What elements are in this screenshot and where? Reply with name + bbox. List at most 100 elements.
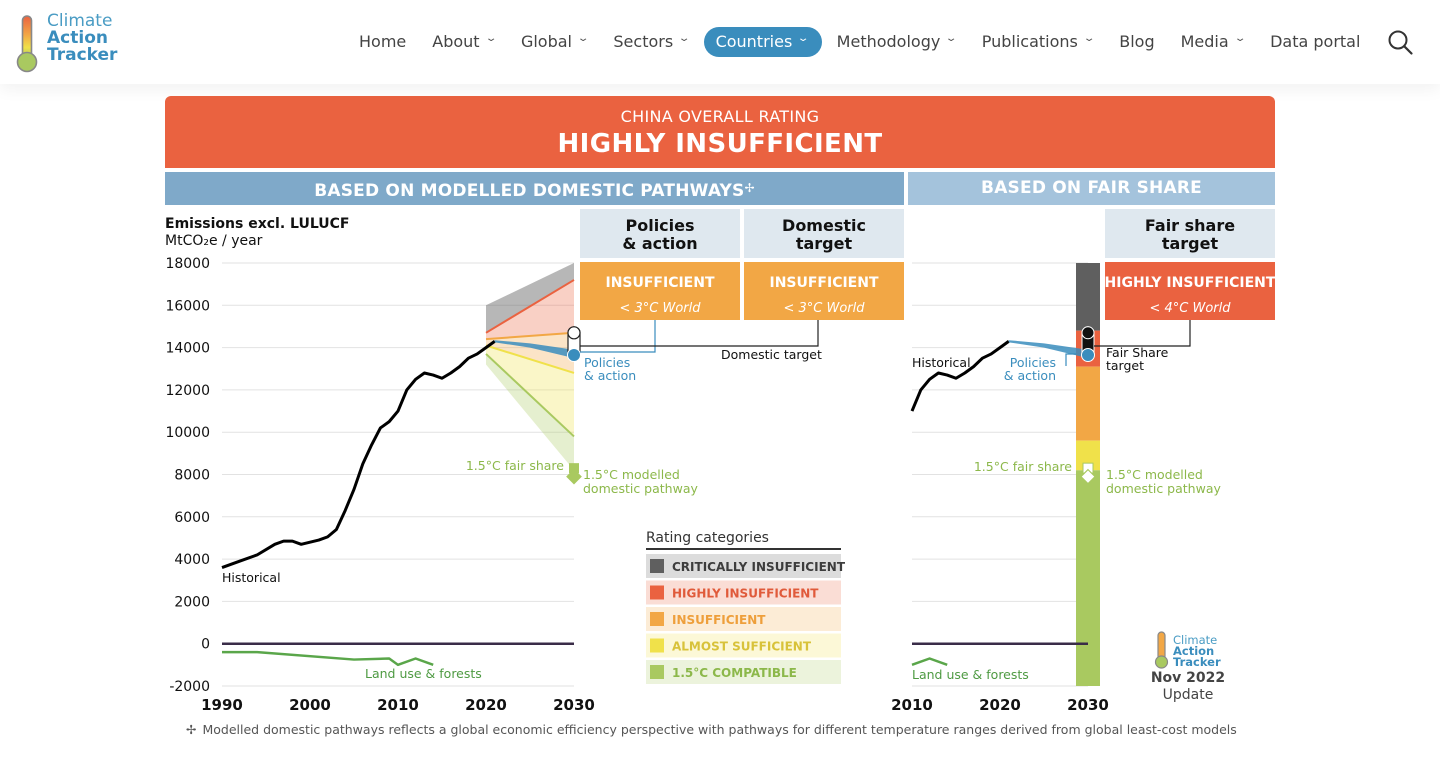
domestic-target-label: Domestic target (721, 347, 822, 362)
update-label: Update (1163, 687, 1214, 703)
rating-box-world: < 4°C World (1149, 301, 1231, 316)
chevron-down-icon: ⌄ (945, 33, 958, 44)
logo-line-3: Tracker (47, 45, 118, 65)
rating-box-header-line2: & action (622, 234, 697, 253)
nav-item-methodology[interactable]: Methodology ⌄ (826, 27, 967, 57)
rating-box (1105, 262, 1275, 320)
domestic-target-marker-high (567, 326, 581, 340)
band-line-insufficient (485, 331, 575, 341)
y-tick-label: 18000 (165, 256, 210, 272)
modelled-1-5-marker-right (1080, 468, 1096, 485)
nav-item-label: Methodology (836, 32, 941, 51)
connector-policies-right (1065, 353, 1076, 366)
rating-box-world: < 3°C World (783, 301, 865, 316)
fair-share-target-label-1: Fair Share (1106, 345, 1169, 360)
policies-action-marker-left (567, 348, 581, 363)
land-use-line-right (911, 657, 948, 667)
modelled-1-5-label-left-1: 1.5°C modelled (583, 467, 680, 482)
update-logo-line3: Tracker (1173, 655, 1221, 669)
policies-label-right-2: & action (1004, 368, 1056, 383)
connector-policies-left (580, 320, 656, 353)
x-tick-label-left: 2030 (553, 696, 595, 714)
nav-item-countries[interactable]: Countries ⌄ (703, 27, 822, 57)
logo[interactable]: Climate Action Tracker (16, 12, 126, 74)
legend-row-bg (646, 554, 841, 578)
nav-item-label: About (432, 32, 480, 51)
y-tick-label: 12000 (165, 383, 210, 399)
y-tick-label: 16000 (165, 298, 210, 314)
chevron-down-icon: ⌄ (576, 33, 590, 44)
update-logo-line1: Climate (1173, 633, 1217, 647)
legend-item-label: CRITICALLY INSUFFICIENT (672, 560, 846, 574)
nav-item-about[interactable]: About ⌄ (421, 27, 506, 57)
modelled-1-5-label-left-2: domestic pathway (583, 481, 698, 496)
logo-text: Climate Action Tracker (47, 13, 117, 64)
x-tick-label-left: 1990 (201, 696, 243, 714)
nav-item-publications[interactable]: Publications ⌄ (971, 27, 1105, 57)
nav-item-label: Blog (1119, 32, 1155, 51)
search-icon[interactable] (1386, 28, 1414, 56)
logo-line-1: Climate (47, 11, 113, 31)
footnote-text: Modelled domestic pathways reflects a gl… (202, 722, 1237, 737)
fair-share-1-5-label-left: 1.5°C fair share (466, 458, 564, 473)
fair-share-1-5-marker-left (569, 463, 579, 474)
y-axis-title: Emissions excl. LULUCF (165, 216, 349, 232)
rating-box-rating: HIGHLY INSUFFICIENT (1105, 275, 1276, 291)
band-line-compatible (485, 353, 575, 438)
nav-item-media[interactable]: Media ⌄ (1170, 27, 1255, 57)
footnote: ✢ Modelled domestic pathways reflects a g… (186, 722, 1237, 737)
nav-item-sectors[interactable]: Sectors ⌄ (602, 27, 699, 57)
legend-swatch (650, 638, 664, 653)
chevron-down-icon: ⌄ (1082, 33, 1096, 44)
y-axis-unit: MtCO₂e / year (165, 233, 263, 249)
legend-swatch (650, 612, 664, 626)
land-use-label-left: Land use & forests (365, 666, 482, 681)
update-date: Nov 2022 (1151, 670, 1225, 686)
nav-item-label: Global (520, 32, 572, 51)
x-tick-label-right: 2030 (1067, 696, 1109, 714)
x-tick-label-left: 2010 (377, 696, 419, 714)
rating-box-header-line1: Policies (625, 216, 694, 235)
nav-item-label: Publications (981, 32, 1078, 51)
y-tick-label: 10000 (165, 425, 210, 441)
nav-item-blog[interactable]: Blog (1108, 27, 1165, 57)
policies-action-band-left (494, 340, 574, 359)
chevron-down-icon: ⌄ (678, 33, 691, 44)
fair-share-1-5-label-right: 1.5°C fair share (974, 459, 1072, 474)
nav-item-label: Data portal (1270, 32, 1361, 51)
section-header-modelled-label: BASED ON MODELLED DOMESTIC PATHWAYS (314, 181, 745, 201)
nav-item-data-portal[interactable]: Data portal (1259, 27, 1371, 57)
x-tick-label-left: 2000 (289, 696, 331, 714)
rating-box-header (1105, 209, 1275, 258)
y-tick-label: 14000 (165, 341, 210, 357)
y-tick-label: 4000 (174, 552, 210, 568)
legend-swatch (650, 559, 664, 573)
section-header-modelled-mark: ✢ (744, 181, 755, 195)
legend-row-bg (646, 607, 841, 631)
legend-item-label: INSUFFICIENT (672, 613, 766, 627)
legend-row-bg (646, 580, 841, 605)
rating-box-header (744, 209, 904, 258)
legend-row-bg (646, 633, 841, 658)
rating-box-header-line1: Fair share (1145, 216, 1235, 235)
historical-label-right: Historical (912, 355, 971, 370)
thermometer-logo-icon (16, 15, 38, 73)
rating-title: HIGHLY INSUFFICIENT (557, 129, 883, 159)
policies-label-right-1: Policies (1010, 355, 1056, 370)
legend-row-bg (646, 660, 841, 684)
legend-title: Rating categories (646, 530, 769, 546)
band-highly (486, 279, 574, 340)
section-header-fair-share: BASED ON FAIR SHARE (908, 172, 1275, 205)
update-logo (1154, 631, 1169, 669)
y-tick-label: -2000 (169, 679, 210, 695)
nav-item-global[interactable]: Global ⌄ (510, 27, 598, 57)
modelled-1-5-label-right-2: domestic pathway (1106, 481, 1221, 496)
chevron-down-icon: ⌄ (797, 33, 810, 44)
rating-box-header-line1: Domestic (782, 216, 866, 235)
historical-line-right (910, 340, 1010, 412)
rating-box-rating: INSUFFICIENT (769, 275, 878, 291)
main-nav: Home About ⌄ Global ⌄ Sectors ⌄ Countries ⌄ Metho… (348, 27, 1375, 57)
policies-action-band-right (1008, 340, 1088, 359)
nav-item-home[interactable]: Home (348, 27, 417, 57)
rating-bar-critically (1076, 263, 1100, 331)
